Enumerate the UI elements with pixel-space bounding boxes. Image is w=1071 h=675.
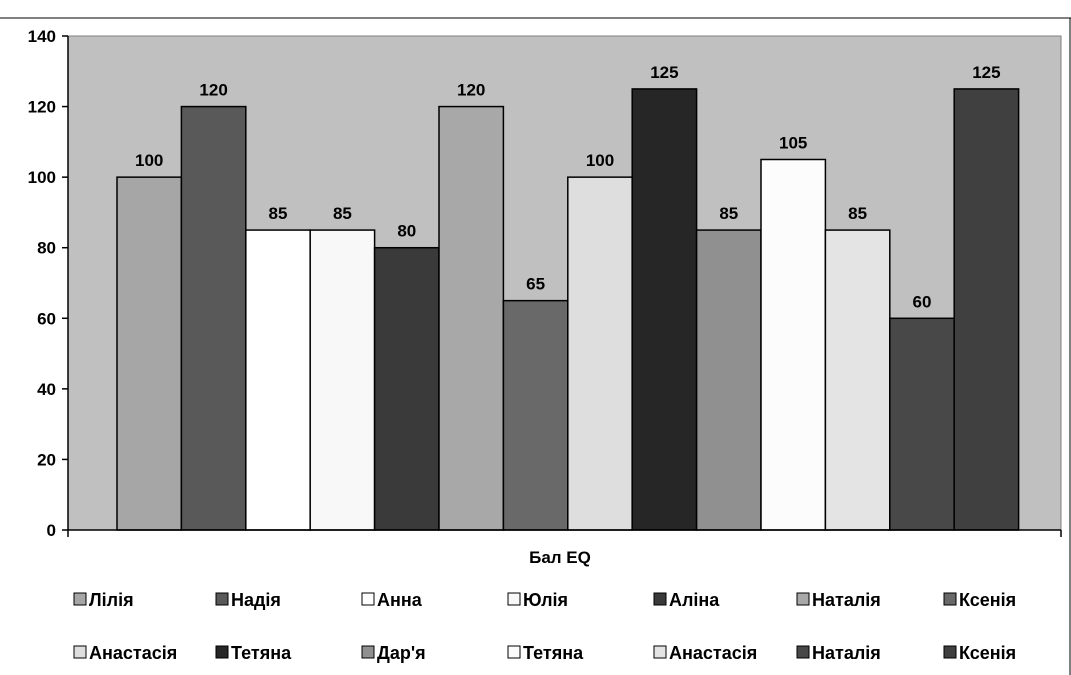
legend-swatch-8 <box>73 645 87 659</box>
legend-swatch-2 <box>215 592 229 606</box>
value-label-10: 85 <box>719 204 738 223</box>
y-tick-label-80: 80 <box>37 239 56 258</box>
legend-swatch-13 <box>796 645 810 659</box>
bar-14 <box>953 88 1020 531</box>
legend-swatch-3 <box>361 592 375 606</box>
value-label-9: 125 <box>650 63 678 82</box>
bar-4 <box>309 229 376 531</box>
value-label-8: 100 <box>586 151 614 170</box>
y-tick-label-0: 0 <box>47 521 56 540</box>
legend-label-4: Юлія <box>523 590 568 610</box>
value-label-2: 120 <box>199 81 227 100</box>
value-label-11: 105 <box>779 134 807 153</box>
value-label-1: 100 <box>135 151 163 170</box>
y-tick-label-40: 40 <box>37 380 56 399</box>
legend-swatch-5 <box>653 592 667 606</box>
legend-label-7: Ксенія <box>959 590 1016 610</box>
legend-swatch-1 <box>73 592 87 606</box>
legend-swatch-11 <box>507 645 521 659</box>
value-label-13: 60 <box>913 292 932 311</box>
legend-label-12: Анастасія <box>669 643 757 663</box>
value-label-7: 65 <box>526 275 545 294</box>
value-label-6: 120 <box>457 81 485 100</box>
legend-label-9: Тетяна <box>231 643 292 663</box>
legend-label-1: Лілія <box>89 590 134 610</box>
legend-label-6: Наталія <box>812 590 881 610</box>
legend-label-3: Анна <box>377 590 423 610</box>
legend-label-14: Ксенія <box>959 643 1016 663</box>
bar-5 <box>373 246 440 531</box>
y-tick-label-60: 60 <box>37 309 56 328</box>
bar-10 <box>695 229 762 531</box>
bar-12 <box>824 229 891 531</box>
legend-swatch-6 <box>796 592 810 606</box>
x-axis-label: Бал EQ <box>529 548 591 567</box>
legend-label-5: Аліна <box>669 590 720 610</box>
value-label-4: 85 <box>333 204 352 223</box>
y-tick-label-140: 140 <box>28 27 56 46</box>
bar-13 <box>889 317 955 531</box>
legend-label-2: Надія <box>231 590 281 610</box>
value-label-5: 80 <box>397 222 416 241</box>
y-tick-label-100: 100 <box>28 168 56 187</box>
legend-swatch-4 <box>507 592 521 606</box>
legend-swatch-10 <box>361 645 375 659</box>
legend-swatch-14 <box>943 645 957 659</box>
bar-6 <box>438 105 505 531</box>
value-label-3: 85 <box>269 204 288 223</box>
bar-2 <box>180 105 247 531</box>
bar-3 <box>245 229 311 531</box>
legend-label-10: Дар'я <box>377 643 426 663</box>
legend: Лілія Надія Анна Юлія Аліна Наталія Ксенія Анас… <box>73 590 1016 663</box>
bar-1 <box>116 176 183 531</box>
legend-label-13: Наталія <box>812 643 881 663</box>
legend-swatch-12 <box>653 645 667 659</box>
y-tick-label-20: 20 <box>37 450 56 469</box>
legend-label-11: Тетяна <box>523 643 584 663</box>
bars <box>116 88 1020 531</box>
legend-label-8: Анастасія <box>89 643 177 663</box>
bar-7 <box>502 299 569 531</box>
value-label-14: 125 <box>972 63 1000 82</box>
legend-swatch-7 <box>943 592 957 606</box>
y-tick-label-120: 120 <box>28 98 56 117</box>
bar-11 <box>760 158 827 531</box>
legend-swatch-9 <box>215 645 229 659</box>
bar-8 <box>567 176 633 531</box>
bar-9 <box>631 88 698 531</box>
axes: 0 20 40 60 80 100 120 140 <box>28 27 1062 540</box>
value-label-12: 85 <box>848 204 867 223</box>
value-labels: 100 120 85 85 80 120 65 100 125 85 105 85 60 125 <box>135 63 1001 311</box>
